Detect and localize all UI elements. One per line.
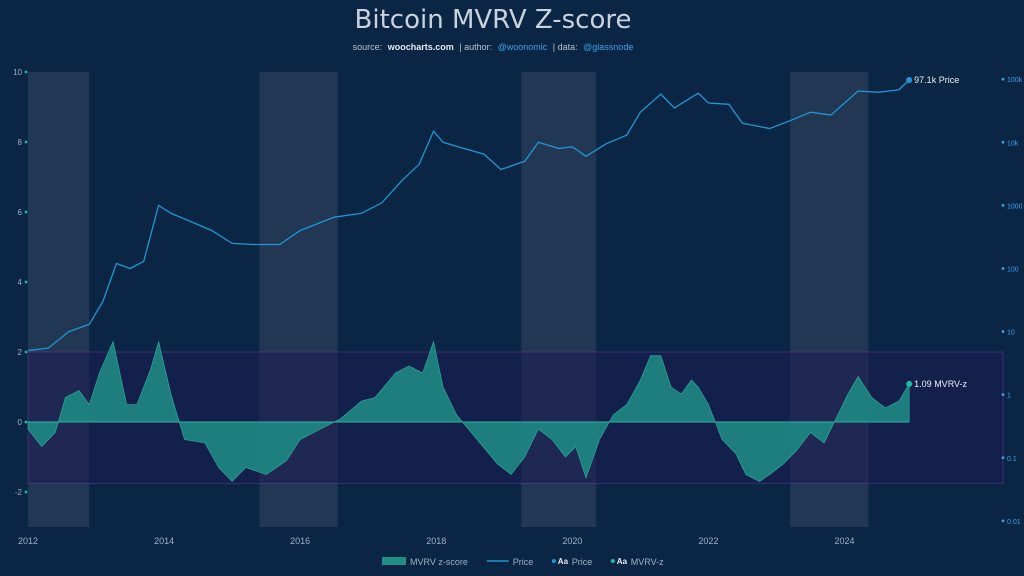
legend-item-label: Price: [572, 557, 593, 567]
subtitle-author-label: | author:: [459, 42, 492, 52]
y-right-tick-label: 10: [1007, 330, 1015, 337]
subtitle-data-link[interactable]: @glassnode: [583, 42, 633, 52]
legend-item-label: Price: [513, 557, 534, 567]
legend-swatch-dot: [551, 559, 556, 563]
y-right-tick-label: 100k: [1007, 77, 1023, 84]
chart-legend: MVRV z-score Price Aa Price Aa MVRV-z: [382, 557, 664, 567]
y-right-tick-mark: [1001, 456, 1005, 460]
y-left-tick-mark: [24, 70, 28, 74]
legend-item-label: MVRV-z: [631, 557, 664, 567]
y-left-tick-mark: [24, 210, 28, 214]
x-tick-label: 2020: [562, 536, 582, 546]
y-right-tick-mark: [1001, 77, 1005, 81]
y-left-tick-label: -2: [15, 488, 23, 497]
legend-swatch-area: [382, 557, 406, 565]
subtitle-author-link[interactable]: @woonomic: [498, 42, 548, 52]
y-left-tick-mark: [24, 350, 28, 354]
x-tick-label: 2024: [835, 536, 855, 546]
y-right-tick-mark: [1001, 140, 1005, 144]
y-left-tick-label: 10: [13, 68, 22, 77]
price-end-label: 97.1k Price: [914, 75, 959, 85]
y-left-tick-mark: [24, 140, 28, 144]
y-right-tick-mark: [1001, 393, 1005, 397]
y-right-tick-label: 1: [1007, 393, 1011, 400]
y-left-tick-mark: [24, 280, 28, 284]
x-tick-label: 2016: [290, 536, 310, 546]
y-left-tick-label: 8: [18, 138, 23, 147]
subtitle-source-label: source:: [353, 42, 383, 52]
mvrv-end-label: 1.09 MVRV-z: [914, 379, 967, 389]
x-tick-label: 2012: [18, 536, 38, 546]
y-left-tick-mark: [24, 490, 28, 494]
legend-item-label: MVRV z-score: [410, 557, 468, 567]
chart-subtitle: source: woocharts.com | author: @woonomi…: [353, 42, 634, 52]
y-left-tick-label: 0: [18, 418, 23, 427]
subtitle-data-label: | data:: [553, 42, 578, 52]
y-right-tick-label: 0.01: [1007, 519, 1021, 526]
x-tick-label: 2018: [426, 536, 446, 546]
y-left-tick-mark: [24, 420, 28, 424]
y-right-tick-mark: [1001, 330, 1005, 333]
y-left-tick-label: 6: [18, 208, 23, 217]
y-left-tick-label: 2: [18, 348, 23, 357]
mvrv-end-marker: [906, 380, 913, 387]
y-right-tick-mark: [1001, 519, 1005, 523]
mvrv-zscore-area: [27, 340, 910, 482]
y-right-tick-label: 10k: [1007, 140, 1019, 147]
x-tick-label: 2022: [698, 536, 718, 546]
x-tick-label: 2014: [154, 536, 174, 546]
legend-swatch-dot: [610, 559, 615, 563]
price-line: [27, 79, 910, 352]
y-left-tick-label: 4: [18, 278, 23, 287]
y-right-tick-label: 100: [1007, 266, 1019, 273]
chart-title: Bitcoin MVRV Z-score: [355, 5, 632, 35]
price-end-marker: [906, 76, 913, 83]
legend-aa-glyph: Aa: [617, 557, 628, 566]
y-right-tick-label: 1000: [1007, 203, 1023, 210]
y-right-tick-mark: [1001, 203, 1005, 207]
legend-aa-glyph: Aa: [558, 557, 569, 566]
y-right-tick-label: 0.1: [1007, 456, 1017, 463]
y-right-tick-mark: [1001, 267, 1005, 270]
plot-area: 10 8 6 4 2 0 -2 100k 10k 1000 100 10 1 0.1 0.01 2012 201…: [13, 68, 1023, 546]
subtitle-source-link[interactable]: woocharts.com: [387, 42, 454, 52]
